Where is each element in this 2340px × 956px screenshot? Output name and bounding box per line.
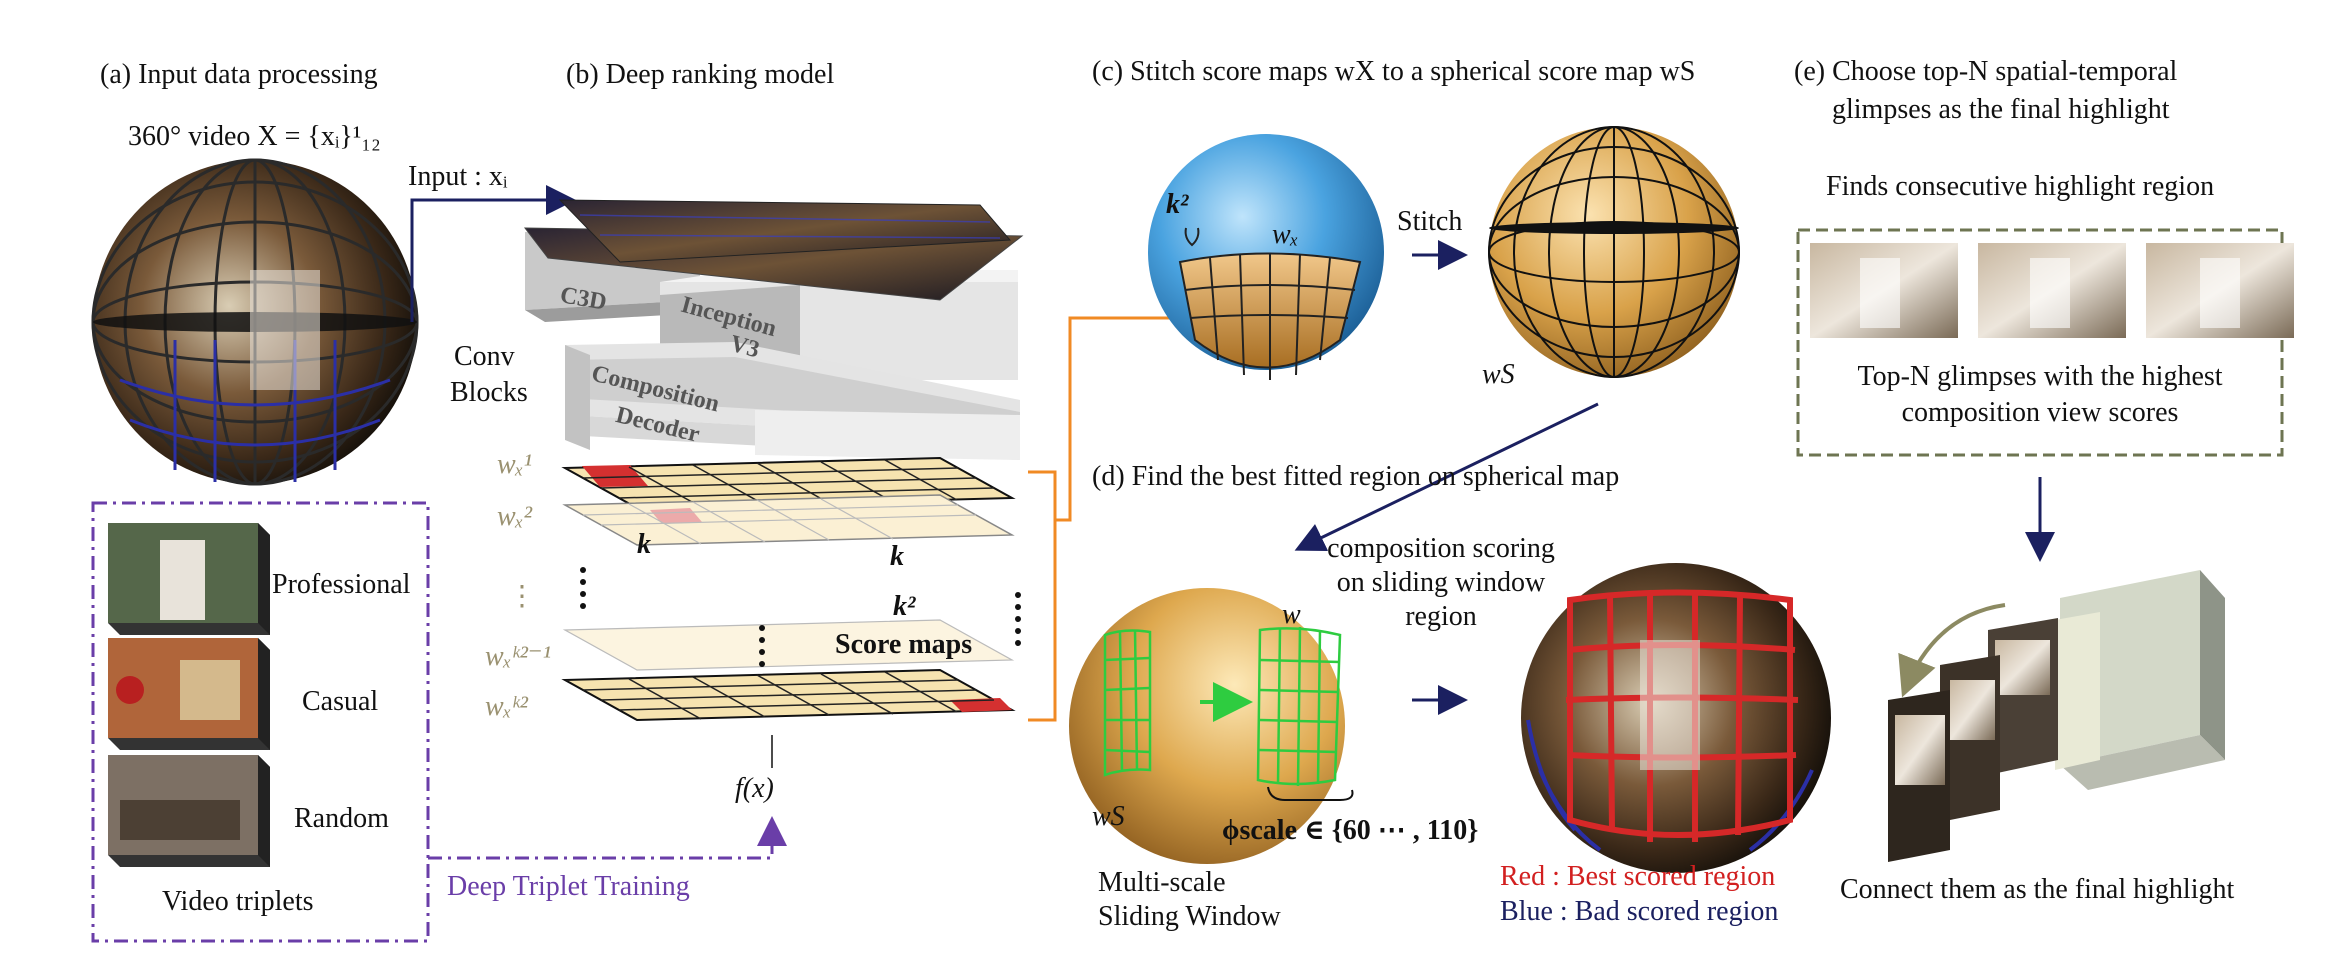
triplet-casual-thumb (108, 638, 270, 750)
topn-box (1796, 228, 2294, 457)
triplet-random-thumb (108, 755, 270, 867)
k2-label: k² (893, 591, 916, 622)
stitch-label: Stitch (1397, 206, 1463, 237)
triplet-label-casual: Casual (302, 686, 379, 717)
finds-label: Finds consecutive highlight region (1826, 171, 2215, 202)
legend-blue: Blue : Bad scored region (1500, 896, 1779, 927)
video-label: 360° video X = {xᵢ}¹₁₂ (128, 121, 381, 152)
panel-a-title: (a) Input data processing (100, 59, 378, 90)
topn-label-1: Top-N glimpses with the highest (1857, 361, 2223, 392)
triplets-caption: Video triplets (162, 886, 314, 917)
triplet-professional-thumb (108, 523, 270, 635)
sliding-ws-label: wS (1092, 801, 1125, 832)
topn-label-2: composition view scores (1901, 397, 2179, 428)
legend-red: Red : Best scored region (1500, 861, 1776, 892)
phi-scale-label: ϕscale ∈ {60 ⋯ , 110} (1222, 815, 1479, 846)
score-label-ellipsis: ⋮ (508, 581, 536, 612)
scoring-label-1: composition scoring (1327, 533, 1555, 564)
score-map-4 (561, 668, 1016, 722)
score-label-1: wₓ¹ (497, 449, 533, 480)
conv-label-2: Blocks (450, 377, 528, 408)
multiscale-label-1: Multi-scale (1098, 867, 1226, 898)
w-label: w (1282, 599, 1301, 630)
triplet-box (91, 501, 787, 943)
k-label-right: k (890, 541, 904, 572)
highlight-stack (1888, 570, 2225, 862)
scoring-label-3: region (1405, 601, 1477, 632)
input-label: Input : xᵢ (408, 161, 508, 192)
composition-decoder-stack (565, 342, 1020, 460)
panel-e-title-2: glimpses as the final highlight (1832, 94, 2170, 125)
score-map-3 (562, 619, 1015, 671)
fx-label: f(x) (735, 773, 774, 804)
multiscale-label-2: Sliding Window (1098, 901, 1281, 932)
panel-d-title: (d) Find the best fitted region on spher… (1092, 461, 1620, 492)
scoring-label-2: on sliding window (1336, 567, 1546, 598)
connect-label: Connect them as the final highlight (1840, 874, 2235, 905)
triplet-label-random: Random (294, 803, 389, 834)
k-label-left: k (637, 529, 651, 560)
ws-label: wS (1482, 359, 1515, 390)
score-label-2: wₓ² (497, 501, 533, 532)
score-label-k2: wₓᵏ² (485, 691, 528, 722)
panel-e-title-1: (e) Choose top-N spatial-temporal (1794, 56, 2178, 87)
result-sphere (1521, 563, 1831, 873)
blue-sphere (1148, 134, 1384, 380)
panel-c-title: (c) Stitch score maps wX to a spherical … (1092, 56, 1696, 87)
blue-k2-label: k² (1166, 189, 1189, 220)
score-maps-label: Score maps (835, 629, 973, 660)
panel-b-title: (b) Deep ranking model (566, 59, 835, 90)
input-sphere (91, 158, 576, 486)
gold-score-sphere (1488, 126, 1740, 378)
triplet-label-professional: Professional (272, 569, 411, 600)
wx-label: wₓ (1272, 219, 1299, 250)
triplet-training-label: Deep Triplet Training (447, 871, 690, 902)
score-map-2 (562, 494, 1015, 546)
score-label-k2-minus-1: wₓᵏ²⁻¹ (485, 641, 552, 672)
conv-label-1: Conv (454, 341, 515, 372)
sliding-window-sphere (1069, 588, 1354, 864)
deep-ranking-model (523, 199, 1296, 768)
